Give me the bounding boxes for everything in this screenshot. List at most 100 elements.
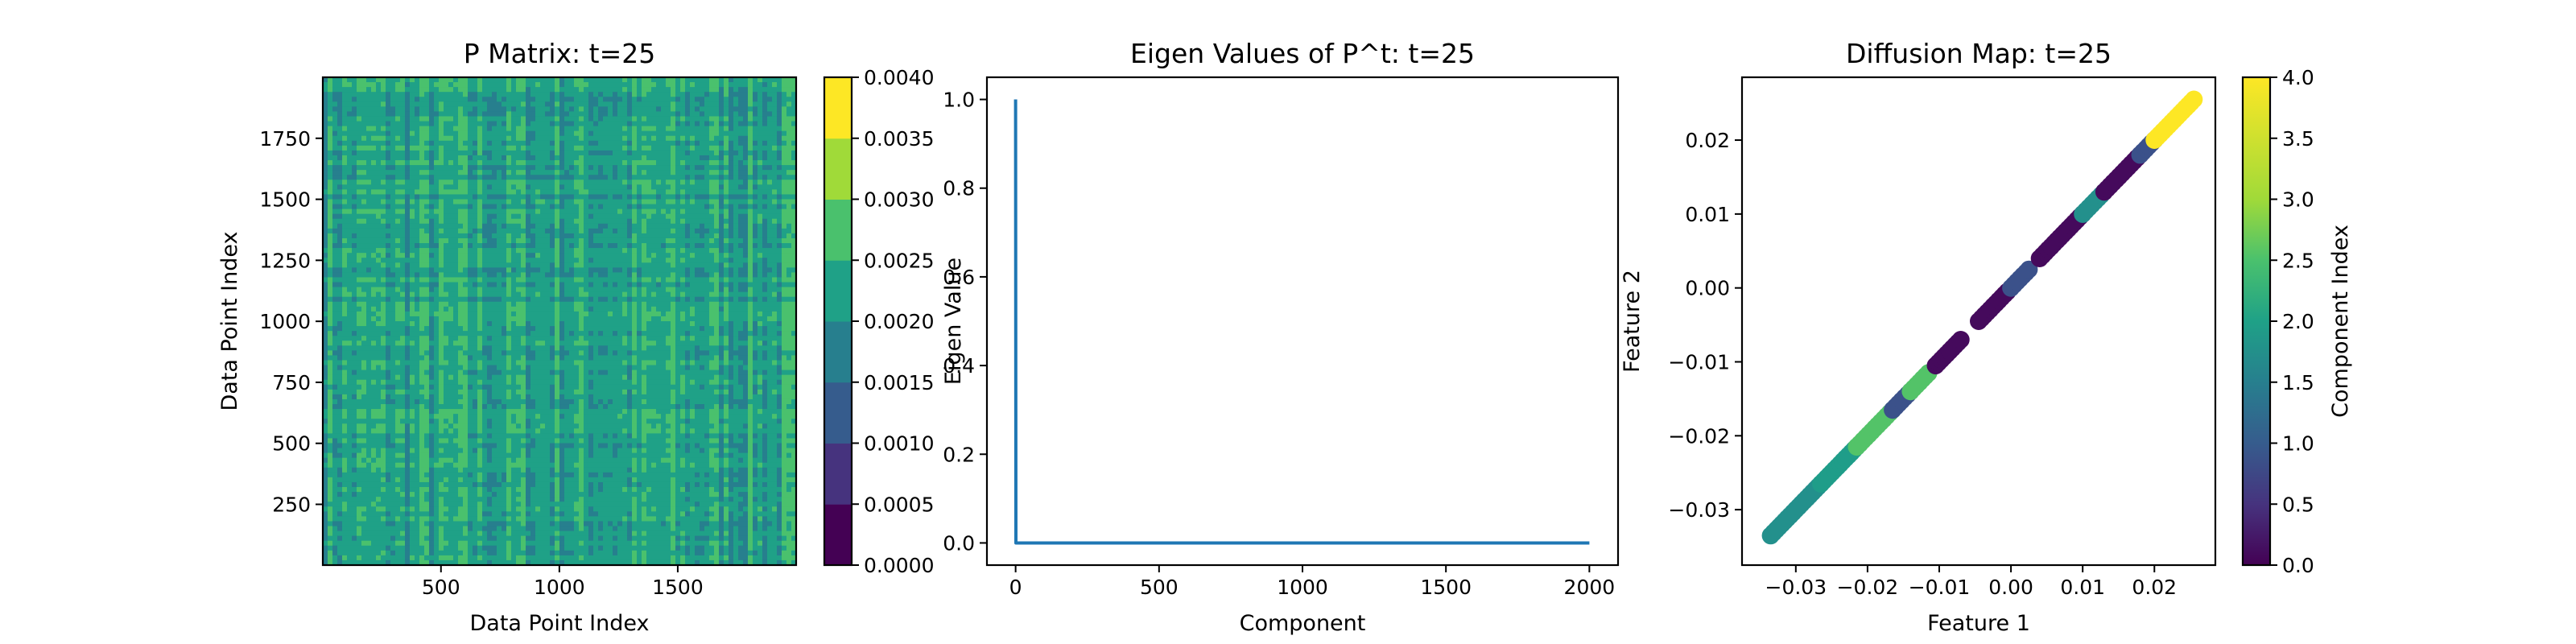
heatmap-cell xyxy=(332,389,338,395)
heatmap-cell xyxy=(511,467,517,473)
heatmap-cell xyxy=(376,77,382,83)
heatmap-cell xyxy=(559,237,565,244)
heatmap-cell xyxy=(550,77,555,83)
heatmap-cell xyxy=(381,111,386,118)
heatmap-cell xyxy=(405,262,411,268)
heatmap-cell xyxy=(463,472,469,478)
heatmap-cell xyxy=(444,428,449,434)
heatmap-cell xyxy=(555,223,560,229)
heatmap-cell xyxy=(337,398,343,405)
heatmap-cell xyxy=(323,487,328,493)
heatmap-cell xyxy=(487,511,493,517)
heatmap-cell xyxy=(410,223,415,229)
heatmap-cell xyxy=(376,228,382,234)
heatmap-cell xyxy=(487,414,493,419)
heatmap-cell xyxy=(559,502,565,507)
heatmap-cell xyxy=(371,350,377,357)
heatmap-cell xyxy=(521,135,526,142)
heatmap-cell xyxy=(502,262,507,268)
heatmap-cell xyxy=(506,326,512,332)
heatmap-cell xyxy=(429,287,435,293)
heatmap-cell xyxy=(497,521,502,527)
heatmap-cell xyxy=(361,101,367,107)
heatmap-cell xyxy=(410,150,415,156)
heatmap-cell xyxy=(453,428,459,434)
heatmap-cell xyxy=(337,321,343,327)
heatmap-cell xyxy=(410,506,415,512)
heatmap-cell xyxy=(530,213,536,220)
heatmap-cell xyxy=(424,540,430,547)
heatmap-cell xyxy=(386,516,391,522)
heatmap-cell xyxy=(347,350,353,357)
heatmap-cell xyxy=(357,477,362,483)
heatmap-cell xyxy=(521,316,526,322)
heatmap-cell xyxy=(434,398,440,405)
heatmap-cell xyxy=(405,121,411,127)
heatmap-cell xyxy=(395,472,401,478)
heatmap-cell xyxy=(323,409,328,415)
heatmap-cell xyxy=(463,341,469,346)
heatmap-cell xyxy=(477,394,483,400)
heatmap-cell xyxy=(395,258,401,263)
heatmap-cell xyxy=(444,511,449,517)
heatmap-cell xyxy=(419,511,425,517)
heatmap-cell xyxy=(444,170,449,175)
heatmap-cell xyxy=(448,438,454,444)
heatmap-cell xyxy=(473,414,478,419)
heatmap-cell xyxy=(424,506,430,512)
heatmap-cell xyxy=(415,233,420,239)
heatmap-cell xyxy=(352,204,357,210)
heatmap-cell xyxy=(511,492,517,497)
heatmap-cell xyxy=(371,472,377,478)
heatmap-cell xyxy=(444,150,449,156)
heatmap-cell xyxy=(559,287,565,293)
heatmap-cell xyxy=(506,384,512,390)
heatmap-cell xyxy=(415,423,420,429)
heatmap-cell xyxy=(410,316,415,322)
heatmap-cell xyxy=(405,116,411,122)
heatmap-cell xyxy=(458,116,464,122)
heatmap-cell xyxy=(555,77,560,83)
heatmap-cell xyxy=(530,350,536,357)
heatmap-cell xyxy=(559,404,565,410)
heatmap-cell xyxy=(357,296,362,303)
heatmap-cell xyxy=(323,326,328,332)
heatmap-cell xyxy=(337,506,343,512)
heatmap-cell xyxy=(506,379,512,386)
heatmap-cell xyxy=(415,497,420,502)
heatmap-cell xyxy=(429,311,435,317)
heatmap-cell xyxy=(502,291,507,298)
heatmap-cell xyxy=(429,559,435,566)
heatmap-cell xyxy=(506,521,512,527)
heatmap-cell xyxy=(511,545,517,551)
heatmap-cell xyxy=(530,530,536,537)
heatmap-cell xyxy=(376,452,382,459)
heatmap-cell xyxy=(555,521,560,527)
heatmap-cell xyxy=(473,165,478,171)
heatmap-cell xyxy=(555,272,560,279)
heatmap-cell xyxy=(357,467,362,473)
heatmap-cell xyxy=(357,253,362,258)
heatmap-cell xyxy=(453,511,459,517)
heatmap-cell xyxy=(429,282,435,288)
heatmap-cell xyxy=(390,487,396,493)
heatmap-cell xyxy=(342,306,348,312)
heatmap-cell xyxy=(342,199,348,205)
heatmap-cell xyxy=(559,311,565,317)
heatmap-cell xyxy=(535,355,541,361)
heatmap-cell xyxy=(381,365,386,371)
heatmap-cell xyxy=(376,521,382,527)
heatmap-cell xyxy=(511,423,517,429)
heatmap-cell xyxy=(415,438,420,444)
heatmap-cell xyxy=(511,126,517,132)
heatmap-cell xyxy=(482,248,488,254)
heatmap-cell xyxy=(468,135,473,142)
heatmap-cell xyxy=(559,360,565,366)
heatmap-cell xyxy=(332,540,338,547)
heatmap-cell xyxy=(323,394,328,400)
heatmap-cell xyxy=(381,369,386,376)
heatmap-cell xyxy=(361,481,367,488)
heatmap-cell xyxy=(458,331,464,336)
heatmap-cell xyxy=(482,341,488,346)
heatmap-cell xyxy=(458,243,464,249)
